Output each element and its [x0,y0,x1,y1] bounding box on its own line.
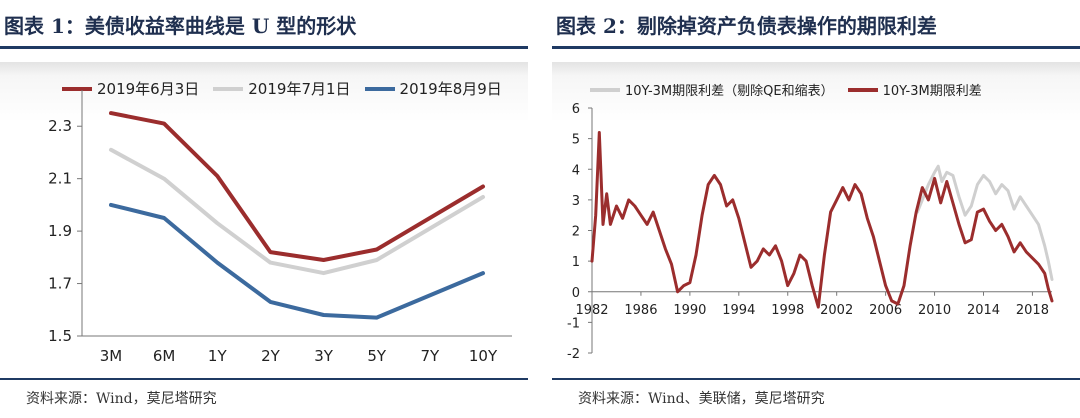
yield-curve-chart: 1.5 1.7 1.9 2.1 2.3 3M 6M 1Y 2Y 3Y 5Y 7Y 10Y [48,90,512,365]
data-point [109,148,113,152]
footer-divider [0,378,528,380]
y-tick-label: 1.7 [48,275,72,293]
x-tick-label: 10Y [469,347,498,365]
y-tick-label: -2 [567,347,580,362]
y-tick-label: 2.1 [48,170,72,188]
x-tick-label: 1998 [771,303,804,318]
title-divider [0,46,528,49]
data-point [109,203,113,207]
series-line [109,111,485,262]
y-tick-label: 6 [572,102,580,117]
legend-label: 2019年7月1日 [248,80,351,98]
x-tick-label: 2002 [820,303,853,318]
y-tick-label: 3 [572,194,580,209]
chart-1-area [0,62,528,372]
data-point [215,261,219,265]
series-line [915,164,1054,281]
data-point [268,250,272,254]
y-tick-label: 1.9 [48,222,72,240]
legend-swatch [62,86,92,91]
legend-label: 2019年8月9日 [399,80,502,98]
data-point [215,174,219,178]
y-tick-label: 1 [572,255,580,270]
title-divider [552,46,1080,49]
legend-swatch [364,86,395,91]
y-tick-label: 1.5 [48,327,72,345]
x-tick-label: 3M [100,347,123,365]
legend-item: 2019年6月3日 [62,78,199,99]
chart-1-legend: 2019年6月3日 2019年7月1日 2019年8月9日 [62,78,516,99]
x-tick-label: 6M [153,347,176,365]
x-tick-label: 2010 [918,303,951,318]
data-point [322,258,326,262]
chart-1-source: 资料来源：Wind，莫尼塔研究 [26,391,217,407]
x-tick-label: 2Y [261,347,281,365]
data-point [322,271,326,275]
x-tick-label: 5Y [367,347,387,365]
series-line [590,131,1054,309]
legend-label: 10Y-3M期限利差（剔除QE和缩表） [625,84,834,99]
legend-label: 2019年6月3日 [97,80,200,98]
y-tick-label: 4 [572,163,580,178]
chart-2-legend: 10Y-3M期限利差（剔除QE和缩表） 10Y-3M期限利差 [590,80,996,99]
data-point [268,300,272,304]
y-tick-label: 2.3 [48,117,72,135]
legend-swatch [213,86,244,91]
term-spread-chart: -2 -1 0 1 2 3 4 5 6 1982 1986 1990 1994 1998 2002 2006 2… [567,102,1054,362]
data-point [322,313,326,317]
footer-divider [552,378,1080,380]
x-tick-label: 3Y [314,347,334,365]
legend-item: 2019年8月9日 [364,78,502,99]
chart-1-title: 图表 1：美债收益率曲线是 U 型的形状 [4,14,357,38]
legend-swatch [847,87,878,92]
legend-item: 10Y-3M期限利差（剔除QE和缩表） [590,80,834,99]
data-point [162,122,166,126]
legend-item: 2019年7月1日 [213,78,351,99]
x-tick-label: 2006 [869,303,902,318]
y-tick-label: 5 [572,133,580,148]
data-point [162,216,166,220]
yield-curve-panel: 图表 1：美债收益率曲线是 U 型的形状 2019年6月3日 2019年7月1日 2… [0,0,528,418]
data-point [375,258,379,262]
x-tick-label: 1Y [208,347,228,365]
data-point [109,111,113,115]
y-tick-label: -1 [567,316,580,331]
x-tick-label: 1986 [624,303,657,318]
chart-2-source: 资料来源：Wind、美联储，莫尼塔研究 [578,391,825,407]
data-point [215,221,219,225]
legend-swatch [590,87,620,92]
chart-2-title: 图表 2：剔除掉资产负债表操作的期限利差 [556,14,937,38]
data-point [481,195,485,199]
x-tick-label: 2018 [1016,303,1049,318]
data-point [481,271,485,275]
x-tick-label: 1982 [575,303,608,318]
legend-label: 10Y-3M期限利差 [882,84,982,99]
data-point [375,316,379,320]
term-spread-panel: 图表 2：剔除掉资产负债表操作的期限利差 10Y-3M期限利差（剔除QE和缩表）… [552,0,1080,418]
data-point [375,247,379,251]
x-tick-label: 1990 [673,303,706,318]
data-point [481,185,485,189]
x-tick-label: 2014 [967,303,1000,318]
x-tick-label: 1994 [722,303,755,318]
data-point [162,177,166,181]
legend-item: 10Y-3M期限利差 [847,80,982,99]
x-tick-label: 7Y [420,347,440,365]
y-tick-label: 0 [572,286,580,301]
data-point [268,261,272,265]
chart-2-area [552,62,1080,372]
y-tick-label: 2 [572,225,580,240]
